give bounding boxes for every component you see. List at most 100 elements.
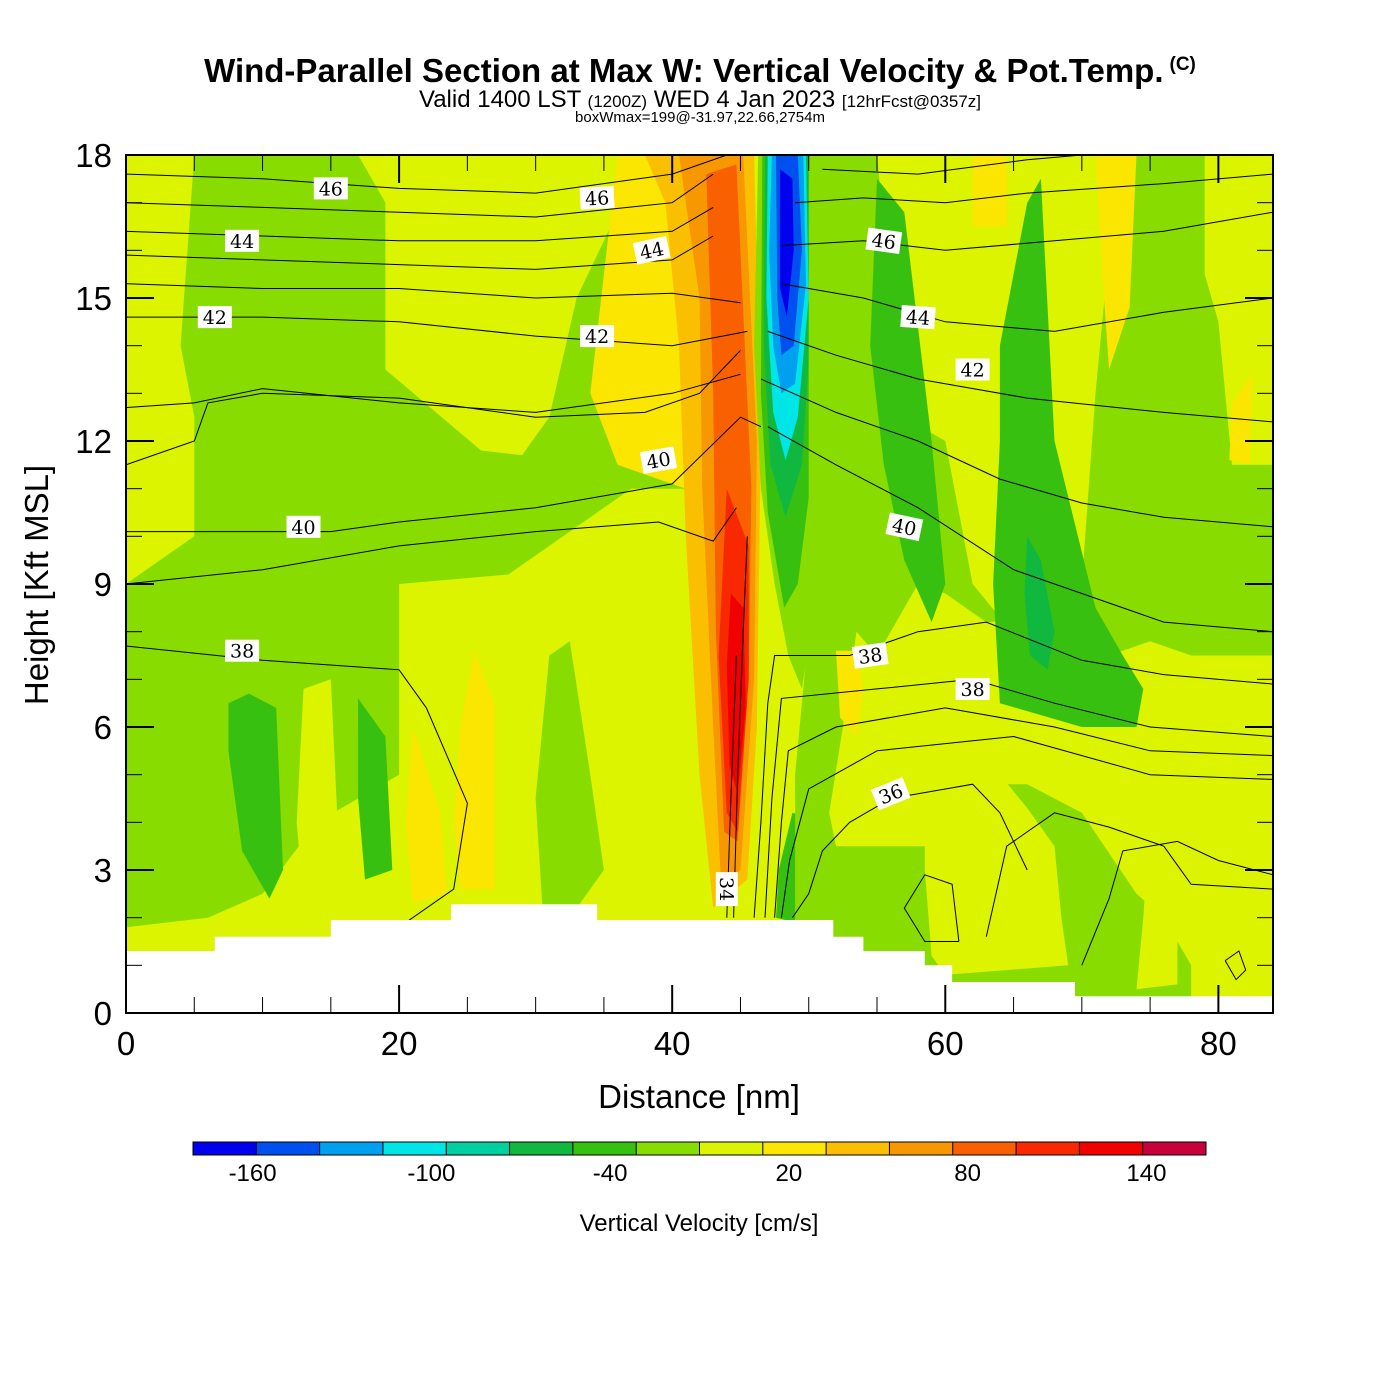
contour-label-7: 42 (197, 306, 232, 329)
velocity-region-yellow-left-col (296, 679, 338, 904)
theta-contour-21 (903, 874, 960, 942)
chart-subtitle: Valid 1400 LST (1200Z) WED 4 Jan 2023 [1… (418, 86, 982, 113)
colorbar-swatch (446, 1142, 511, 1155)
contour-label-12: 40 (286, 515, 321, 539)
theta-contour-27 (781, 211, 1273, 251)
colorbar-swatch (509, 1142, 574, 1155)
x-tick-label: 40 (654, 1025, 691, 1062)
velocity-region-red-core (726, 593, 746, 794)
contour-label-1: 46 (313, 177, 348, 200)
svg-text:40: 40 (645, 448, 673, 474)
y-tick-label: 9 (94, 566, 112, 603)
contour-label-4: 44 (225, 229, 260, 253)
colorbar-tick-label: 140 (1126, 1160, 1166, 1187)
theta-contour-28 (795, 173, 1273, 204)
colorbar-swatch (319, 1142, 384, 1155)
colorbar-tick-label: -40 (593, 1160, 628, 1187)
colorbar-swatch (382, 1142, 447, 1155)
theta-contour-23 (767, 426, 1273, 633)
theta-contour-16 (774, 707, 1273, 918)
svg-text:44: 44 (905, 306, 931, 330)
chart-box-info: boxWmax=199@-31.97,22.66,2754m (575, 109, 825, 126)
colorbar-swatch (826, 1142, 890, 1155)
theta-contour-22 (1224, 950, 1247, 981)
colorbar-swatch (256, 1142, 321, 1155)
contour-label-15: 38 (955, 677, 990, 701)
svg-text:42: 42 (961, 360, 985, 382)
colorbar-tick-label: -100 (407, 1160, 455, 1187)
colorbar-swatch (1142, 1142, 1207, 1155)
colorbar-tick-label: -160 (229, 1160, 277, 1187)
velocity-fields (126, 155, 1273, 1013)
axes: 0 20 40 60 80 0 3 6 9 12 15 18 (75, 137, 1273, 1062)
colorbar-swatch (1079, 1142, 1144, 1155)
theta-contour-8 (126, 350, 741, 466)
theta-contour-10 (126, 507, 737, 585)
y-axis-title: Height [Kft MSL] (18, 465, 55, 705)
velocity-region-green-mid-col (535, 641, 604, 909)
svg-text:38: 38 (230, 641, 254, 663)
colorbar-swatch (636, 1142, 700, 1155)
contour-label-9: 42 (955, 358, 990, 382)
theta-contour-7 (126, 373, 741, 413)
theta-contour-15 (764, 678, 1273, 918)
theta-contour-25 (767, 330, 1273, 423)
contour-label-5: 44 (632, 236, 671, 265)
x-tick-label: 20 (381, 1025, 418, 1062)
x-tick-label: 80 (1200, 1025, 1237, 1062)
svg-text:38: 38 (961, 679, 985, 701)
colorbar-swatch (952, 1142, 1017, 1155)
y-tick-label: 18 (75, 137, 112, 174)
svg-text:44: 44 (230, 231, 254, 253)
y-tick-label: 3 (94, 852, 112, 889)
y-tick-label: 6 (94, 709, 112, 746)
y-tick-label: 15 (75, 280, 112, 317)
contour-label-11: 40 (885, 512, 924, 542)
theta-contour-9 (126, 416, 762, 533)
theta-contour-6 (126, 316, 748, 347)
velocity-region-yellow-left-col2 (405, 727, 447, 904)
velocity-region-yellow-mid-column (836, 650, 864, 737)
x-tick-label: 60 (927, 1025, 964, 1062)
theta-contour-29 (822, 155, 1082, 175)
colorbar-tick-label: 20 (776, 1160, 803, 1187)
velocity-region-green-right-broad (795, 155, 1273, 1013)
y-tick-label: 12 (75, 423, 112, 460)
svg-text:44: 44 (638, 238, 666, 265)
colorbar-swatch (889, 1142, 954, 1155)
y-tick-label: 0 (94, 995, 112, 1032)
contour-label-17: 34 (715, 872, 738, 907)
velocity-region-deepblue-downdraft (780, 169, 794, 318)
velocity-region-yellow-right-col3 (1204, 155, 1273, 465)
theta-contour-4 (126, 235, 714, 270)
svg-text:40: 40 (291, 517, 315, 539)
svg-text:42: 42 (585, 326, 609, 348)
contour-label-10: 40 (639, 446, 678, 474)
theta-contour-5 (126, 283, 741, 304)
theta-contour-26 (781, 283, 1273, 332)
colorbar-tick-label: 80 (954, 1160, 981, 1187)
velocity-region-yellow-mid-col (453, 650, 495, 890)
colorbar-swatch (572, 1142, 637, 1155)
theta-contour-20 (1081, 840, 1273, 966)
svg-text:46: 46 (319, 178, 343, 200)
contour-label-3: 46 (865, 227, 903, 254)
colorbar-swatch (1016, 1142, 1080, 1155)
velocity-region-green-left-core2 (358, 698, 393, 880)
contour-label-14: 38 (851, 642, 889, 669)
svg-text:40: 40 (890, 515, 918, 542)
contour-label-2: 46 (579, 186, 615, 211)
velocity-region-yellow-right-lower (924, 760, 1069, 975)
velocity-region-green-right-col (870, 178, 946, 623)
contour-label-13: 38 (225, 639, 260, 663)
x-tick-label: 0 (117, 1025, 135, 1062)
svg-text:34: 34 (715, 877, 737, 901)
theta-contour-24 (760, 378, 1273, 528)
terrain (126, 904, 1273, 1013)
velocity-region-green-left-core (228, 693, 283, 899)
colorbar-swatch (193, 1142, 257, 1155)
x-axis-title: Distance [nm] (598, 1078, 800, 1115)
copyright-mark: (C) (1169, 54, 1196, 75)
